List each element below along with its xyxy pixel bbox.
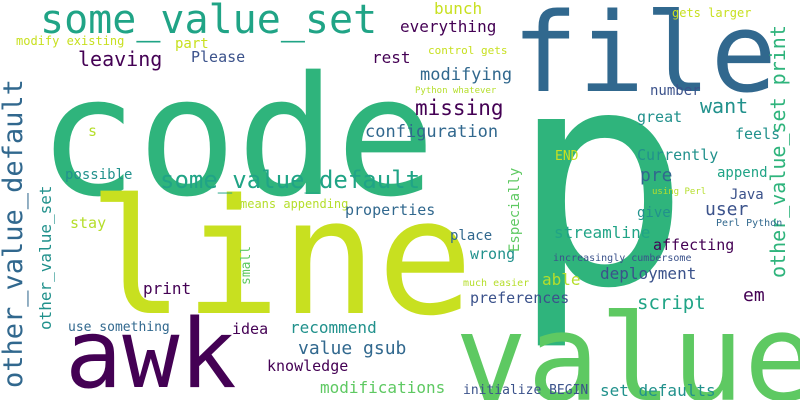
word: Perl Python	[716, 218, 783, 229]
word: deployment	[600, 264, 697, 283]
word: modifications	[320, 378, 446, 397]
word: possible	[65, 167, 133, 183]
word: want	[700, 94, 749, 118]
word: value gsub	[298, 338, 407, 359]
word: increasingly cumbersome	[553, 253, 692, 264]
word: awk	[65, 300, 237, 400]
word: code	[38, 41, 436, 233]
word: Especially	[507, 167, 523, 252]
word: user	[705, 199, 749, 220]
word: affecting	[653, 236, 735, 254]
word: p	[510, 5, 691, 354]
word: file	[512, 0, 777, 117]
word: much easier	[463, 278, 530, 289]
word: give	[637, 205, 671, 221]
word: great	[637, 108, 683, 126]
word: other_value_default	[0, 79, 29, 388]
word: some_value_set	[40, 0, 378, 43]
word: knowledge	[267, 357, 349, 375]
word: properties	[345, 201, 436, 219]
word: pre	[640, 165, 673, 186]
word: modify existing	[16, 34, 125, 48]
word: value	[455, 290, 800, 400]
word: missing	[415, 96, 504, 120]
word: feels	[735, 125, 781, 143]
word: modifying	[420, 65, 513, 85]
word: place	[450, 228, 493, 244]
word: configuration	[365, 122, 499, 142]
word: control gets	[428, 44, 508, 57]
word: set defaults	[600, 381, 716, 400]
word: wrong	[470, 245, 516, 263]
word: part	[175, 36, 209, 52]
word: Currently	[637, 146, 719, 164]
word: streamline	[554, 223, 651, 242]
word: some_value_default	[160, 166, 421, 194]
word: leaving	[78, 47, 163, 71]
word: idea	[232, 320, 269, 338]
word: Python whatever	[415, 86, 497, 96]
word: append	[717, 165, 768, 181]
word: initialize BEGIN	[463, 383, 589, 398]
word: em	[743, 285, 765, 306]
word: gets larger	[672, 6, 752, 20]
word: number	[650, 83, 701, 99]
word: small	[239, 245, 254, 285]
word: use something	[68, 320, 170, 335]
word: using Perl	[652, 187, 707, 197]
word: bunch	[434, 0, 483, 18]
word: stay	[70, 214, 107, 232]
word: able	[542, 270, 581, 289]
word: line	[88, 164, 474, 351]
word: preferences	[470, 289, 570, 307]
word: Java	[730, 187, 764, 203]
word: recommend	[290, 318, 377, 337]
word: script	[637, 292, 706, 314]
word: rest	[372, 48, 411, 67]
word: means appending	[240, 197, 349, 211]
word: Please	[191, 48, 246, 66]
word: END	[555, 149, 579, 164]
word: other_value_set	[36, 185, 55, 331]
word: print	[143, 279, 192, 298]
word: everything	[400, 17, 497, 36]
word: s	[88, 122, 98, 140]
